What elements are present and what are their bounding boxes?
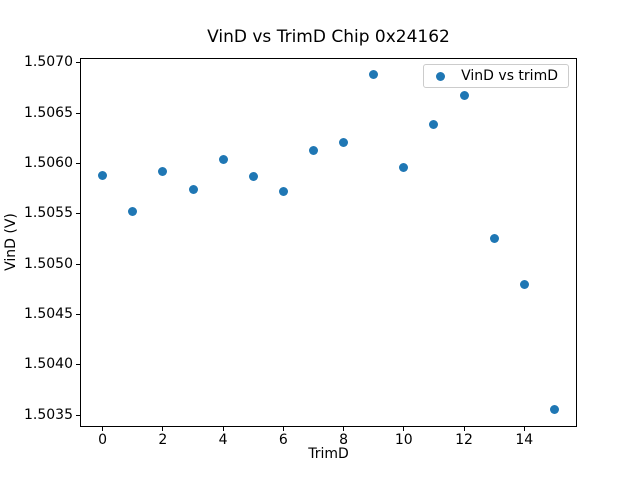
- y-tick-mark: [76, 364, 80, 366]
- x-tick-mark: [162, 427, 164, 431]
- scatter-point: [128, 207, 138, 217]
- legend-marker-dot: [436, 71, 446, 81]
- x-tick-mark: [222, 427, 224, 431]
- x-tick-mark: [282, 427, 284, 431]
- scatter-point: [278, 187, 288, 197]
- x-axis-label: TrimD: [308, 446, 349, 462]
- y-tick-label: 1.5045: [24, 306, 73, 322]
- scatter-point: [489, 233, 499, 243]
- x-tick-mark: [403, 427, 405, 431]
- y-tick-mark: [76, 314, 80, 315]
- y-tick-mark: [76, 213, 80, 215]
- scatter-point: [158, 167, 168, 176]
- y-tick-label: 1.5070: [24, 54, 73, 71]
- y-tick-label: 1.5055: [24, 205, 73, 222]
- scatter-point: [218, 154, 228, 164]
- y-tick-mark: [76, 414, 80, 416]
- x-tick-label: 8: [339, 432, 349, 448]
- x-tick-mark: [343, 427, 345, 431]
- x-tick-mark: [463, 427, 465, 431]
- y-tick-mark: [76, 162, 80, 164]
- y-tick-label: 1.5060: [24, 154, 73, 171]
- y-tick-mark: [76, 263, 80, 265]
- scatter-point: [399, 162, 409, 172]
- y-tick-label: 1.5065: [24, 104, 73, 121]
- x-tick-label: 6: [278, 432, 288, 448]
- x-tick-label: 0: [98, 432, 108, 448]
- scatter-point: [519, 279, 529, 289]
- scatter-point: [248, 172, 258, 181]
- scatter-point: [188, 185, 198, 195]
- x-tick-label: 2: [158, 432, 168, 448]
- scatter-point: [429, 119, 439, 129]
- x-tick-label: 14: [515, 432, 534, 448]
- y-tick-label: 1.5035: [24, 406, 73, 423]
- scatter-point: [98, 171, 108, 180]
- y-tick-label: 1.5050: [24, 255, 73, 272]
- y-tick-label: 1.5040: [24, 356, 73, 373]
- legend-label: VinD vs trimD: [461, 67, 558, 84]
- scatter-point: [369, 70, 379, 80]
- scatter-point: [339, 137, 349, 147]
- plot-area: [80, 58, 577, 427]
- y-tick-mark: [76, 112, 80, 114]
- chart-title: VinD vs TrimD Chip 0x24162: [207, 27, 450, 47]
- x-tick-mark: [102, 427, 104, 431]
- x-tick-label: 12: [455, 432, 473, 448]
- scatter-point: [549, 404, 559, 414]
- y-tick-mark: [76, 62, 80, 64]
- x-tick-label: 10: [394, 432, 413, 448]
- scatter-point: [308, 145, 318, 155]
- x-tick-label: 4: [218, 432, 228, 448]
- legend: VinD vs trimD: [423, 64, 569, 88]
- x-tick-mark: [523, 427, 525, 431]
- scatter-point: [459, 91, 469, 101]
